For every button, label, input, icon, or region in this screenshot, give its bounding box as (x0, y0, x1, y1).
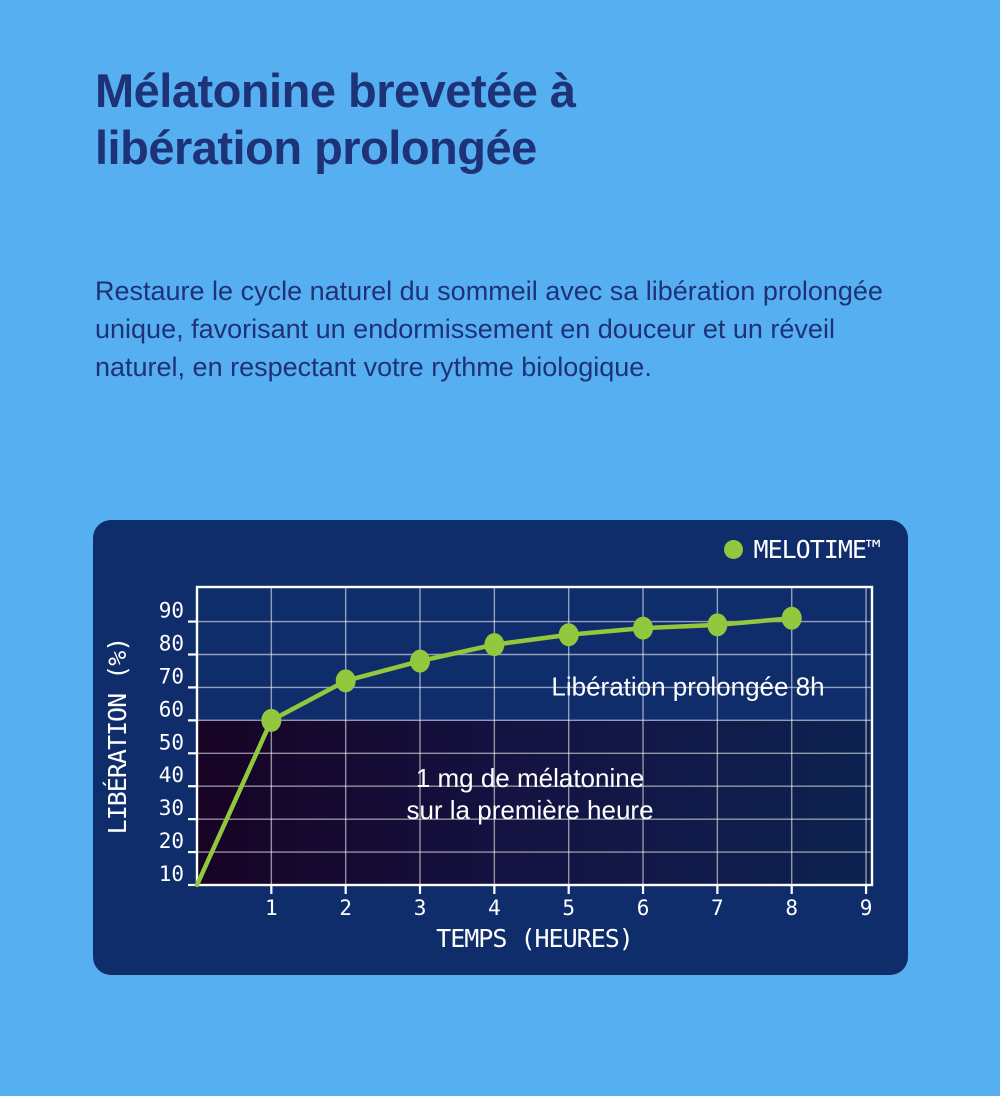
data-points (261, 606, 802, 732)
melatonin-release-line-chart: 10 20 30 40 50 60 70 80 90 1 2 3 4 5 6 7 8 9 TEMPS (HEURES… (103, 585, 874, 953)
chart-panel: 10 20 30 40 50 60 70 80 90 1 2 3 4 5 6 7 8 9 TEMPS (HEURES… (93, 520, 908, 975)
x-tick-label: 1 (265, 896, 278, 920)
x-tick-label: 9 (860, 896, 873, 920)
y-tick-label: 20 (159, 829, 184, 853)
page-title-line-1: Mélatonine brevetée à (95, 64, 576, 117)
data-point (781, 606, 802, 630)
tick-labels: 10 20 30 40 50 60 70 80 90 1 2 3 4 5 6 7 8 9 (159, 599, 873, 920)
data-point (335, 669, 356, 693)
x-tick-label: 6 (637, 896, 650, 920)
x-axis-title: TEMPS (HEURES) (436, 924, 633, 953)
chart-legend: MELOTIME™ (723, 535, 881, 564)
y-tick-label: 50 (159, 730, 184, 754)
y-tick-label: 80 (159, 632, 184, 656)
x-tick-label: 7 (711, 896, 724, 920)
page-title-line-2: libération prolongée (95, 121, 537, 174)
x-tick-label: 4 (488, 896, 501, 920)
data-point (261, 708, 282, 732)
y-tick-label: 60 (159, 697, 184, 721)
annotation-first-hour: 1 mg de mélatonine sur la première heure (406, 762, 653, 826)
legend-dot-icon (723, 540, 743, 559)
shaded-region-first-hour (197, 720, 872, 885)
x-tick-label: 8 (785, 896, 798, 920)
annotation-prolonged-release-8h: Libération prolongée 8h (551, 671, 825, 702)
intro-paragraph: Restaure le cycle naturel du sommeil ave… (95, 276, 883, 382)
data-point (707, 613, 728, 637)
annotation-first-hour-line-1: 1 mg de mélatonine (415, 763, 645, 793)
x-tick-label: 5 (562, 896, 575, 920)
data-point (410, 649, 431, 673)
gridlines (197, 587, 872, 885)
y-tick-label: 10 (159, 862, 184, 886)
data-point (484, 633, 505, 657)
data-point (633, 616, 654, 640)
y-tick-label: 40 (159, 763, 184, 787)
y-tick-label: 90 (159, 599, 184, 623)
axis-ticks (188, 620, 868, 894)
y-axis-title: LIBÉRATION (%) (103, 638, 132, 835)
x-tick-label: 2 (339, 896, 352, 920)
annotation-first-hour-line-2: sur la première heure (406, 795, 654, 825)
data-point (558, 623, 579, 647)
legend-label: MELOTIME™ (753, 535, 881, 564)
y-tick-label: 30 (159, 796, 184, 820)
x-tick-label: 3 (414, 896, 427, 920)
page-title: Mélatonine brevetée à libération prolong… (95, 62, 915, 176)
plot-frame (195, 585, 874, 887)
y-tick-label: 70 (159, 664, 184, 688)
